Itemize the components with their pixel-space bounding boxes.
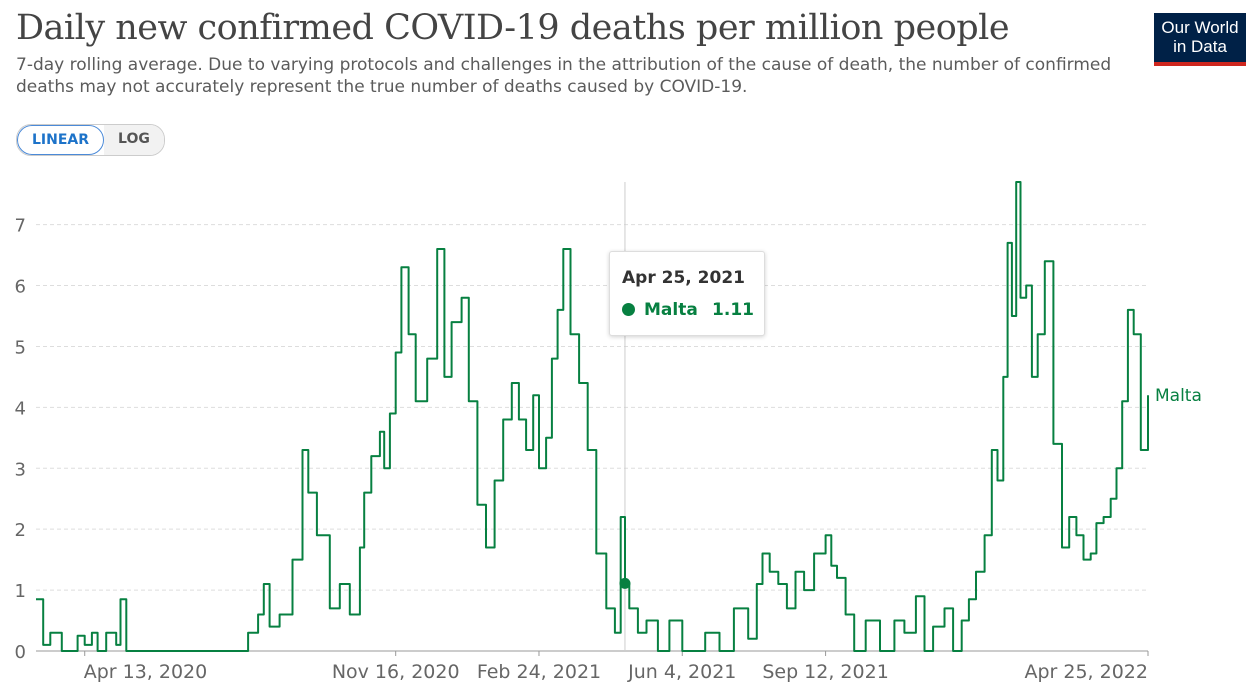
x-tick-label: Nov 16, 2020 <box>332 661 460 683</box>
logo-line-2: in Data <box>1173 37 1227 56</box>
chart-subtitle: 7-day rolling average. Due to varying pr… <box>16 55 1112 97</box>
hover-tooltip: Apr 25, 2021 Malta 1.11 <box>609 251 765 336</box>
tooltip-entity: Malta <box>644 300 698 320</box>
x-tick-label: Apr 13, 2020 <box>84 661 208 683</box>
x-tick-label: Sep 12, 2021 <box>762 661 888 683</box>
log-scale-button[interactable]: LOG <box>104 125 164 155</box>
y-tick-label: 7 <box>15 216 26 237</box>
y-tick-label: 3 <box>15 459 26 480</box>
y-tick-label: 4 <box>15 398 26 419</box>
tooltip-date: Apr 25, 2021 <box>622 268 745 288</box>
x-tick-label: Jun 4, 2021 <box>627 661 736 683</box>
y-tick-label: 6 <box>15 277 26 298</box>
series-end-label: Malta <box>1155 386 1202 406</box>
logo-line-1: Our World <box>1161 18 1239 37</box>
owid-logo[interactable]: Our World in Data <box>1154 13 1246 66</box>
y-tick-label: 5 <box>15 337 26 358</box>
tooltip-value: 1.11 <box>712 300 754 320</box>
y-tick-label: 1 <box>15 581 26 602</box>
linear-scale-button[interactable]: LINEAR <box>17 125 105 155</box>
y-tick-label: 2 <box>15 520 26 541</box>
chart-title: Daily new confirmed COVID-19 deaths per … <box>16 8 1010 48</box>
series-color-dot <box>622 303 635 316</box>
scale-toggle[interactable]: LINEAR LOG <box>16 124 165 156</box>
x-tick-label: Apr 25, 2022 <box>1024 661 1148 683</box>
hover-point[interactable] <box>619 577 631 589</box>
y-tick-label: 0 <box>15 642 26 663</box>
series-line-malta[interactable] <box>36 181 1149 652</box>
x-tick-label: Feb 24, 2021 <box>477 661 601 683</box>
